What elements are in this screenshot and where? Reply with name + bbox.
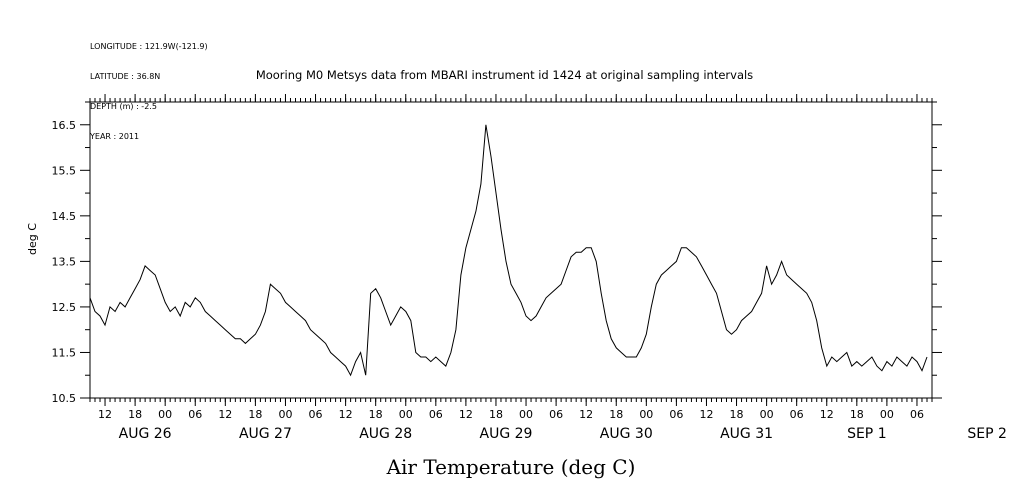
x-hour-tick-label: 00 — [158, 408, 172, 421]
x-hour-tick-label: 00 — [880, 408, 894, 421]
depth-text: DEPTH (m) : -2.5 — [90, 102, 157, 111]
x-hour-tick-label: 18 — [489, 408, 503, 421]
x-day-label: AUG 29 — [480, 426, 533, 442]
x-hour-tick-label: 12 — [98, 408, 112, 421]
x-day-label: AUG 31 — [720, 426, 773, 442]
x-hour-tick-label: 18 — [730, 408, 744, 421]
y-tick-label: 13.5 — [52, 255, 77, 268]
x-hour-tick-label: 18 — [248, 408, 262, 421]
y-tick-label: 12.5 — [52, 301, 77, 314]
x-hour-tick-label: 12 — [459, 408, 473, 421]
x-hour-tick-label: 06 — [309, 408, 323, 421]
x-day-label: AUG 27 — [239, 426, 292, 442]
series-line-air-temperature — [89, 124, 928, 377]
latitude-text: LATITUDE : 36.8N — [90, 72, 161, 81]
x-day-label: AUG 30 — [600, 426, 653, 442]
x-hour-tick-label: 00 — [760, 408, 774, 421]
x-hour-tick-label: 00 — [519, 408, 533, 421]
x-hour-tick-label: 06 — [910, 408, 924, 421]
year-text: YEAR : 2011 — [90, 132, 140, 141]
x-hour-tick-label: 12 — [699, 408, 713, 421]
x-day-label: SEP 1 — [847, 426, 887, 442]
plot-frame — [89, 101, 933, 399]
x-axis-label: Air Temperature (deg C) — [386, 455, 636, 479]
y-tick-label: 15.5 — [52, 164, 77, 177]
chart-title: Mooring M0 Metsys data from MBARI instru… — [255, 68, 754, 82]
y-tick-label: 11.5 — [52, 346, 77, 359]
x-hour-tick-label: 18 — [850, 408, 864, 421]
metadata-block: LONGITUDE : 121.9W(-121.9) LATITUDE : 36… — [90, 22, 208, 152]
x-hour-tick-label: 06 — [790, 408, 804, 421]
x-hour-tick-label: 12 — [579, 408, 593, 421]
y-tick-label: 14.5 — [52, 210, 77, 223]
longitude-text: LONGITUDE : 121.9W(-121.9) — [90, 42, 208, 51]
x-day-label: AUG 26 — [119, 426, 172, 442]
y-tick-label: 16.5 — [52, 119, 77, 132]
x-hour-tick-label: 12 — [339, 408, 353, 421]
x-hour-tick-label: 18 — [369, 408, 383, 421]
x-hour-tick-label: 12 — [218, 408, 232, 421]
x-hour-tick-label: 18 — [609, 408, 623, 421]
x-hour-tick-label: 18 — [128, 408, 142, 421]
x-hour-tick-label: 00 — [278, 408, 292, 421]
x-hour-tick-label: 06 — [429, 408, 443, 421]
x-hour-tick-label: 06 — [669, 408, 683, 421]
x-day-label: SEP 2 — [967, 426, 1007, 442]
x-hour-tick-label: 00 — [399, 408, 413, 421]
x-hour-tick-label: 00 — [639, 408, 653, 421]
x-hour-tick-label: 06 — [549, 408, 563, 421]
y-tick-label: 10.5 — [52, 392, 77, 405]
x-hour-tick-label: 06 — [188, 408, 202, 421]
x-hour-tick-label: 12 — [820, 408, 834, 421]
x-day-label: AUG 28 — [359, 426, 412, 442]
